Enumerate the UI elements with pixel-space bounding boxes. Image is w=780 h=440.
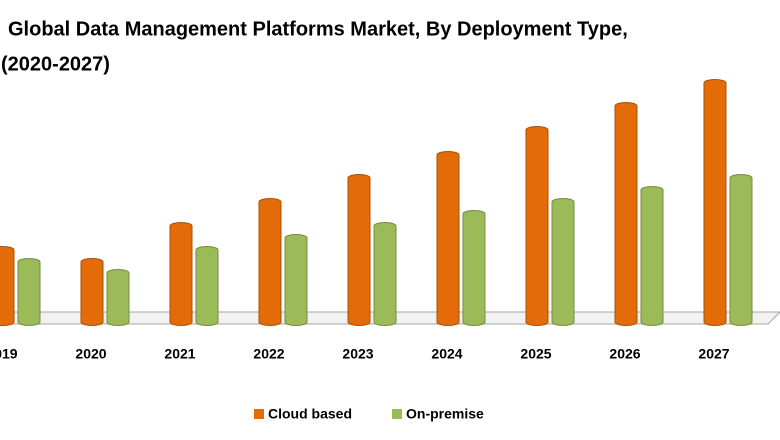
bar (106, 269, 130, 326)
legend-label: On-premise (406, 406, 484, 422)
bar (169, 222, 193, 326)
chart-subtitle: (2020-2027) (1, 53, 110, 75)
chart-title: Global Data Management Platforms Market,… (8, 18, 628, 40)
x-tick-label: 2021 (164, 346, 195, 362)
x-tick-label: 2020 (75, 346, 106, 362)
bar (551, 198, 575, 326)
bar (17, 258, 41, 326)
bar (640, 186, 664, 326)
x-tick-label: 2026 (609, 346, 640, 362)
bar (258, 198, 282, 326)
x-tick-label: 2019 (0, 346, 18, 362)
x-tick-label: 2023 (342, 346, 373, 362)
bar (436, 151, 460, 326)
x-tick-label: 2027 (698, 346, 729, 362)
bar (525, 126, 549, 326)
legend-swatch (254, 409, 264, 419)
legend-label: Cloud based (268, 406, 352, 422)
bar (373, 222, 397, 326)
bar (80, 258, 104, 326)
bar (703, 79, 727, 326)
bar (284, 234, 308, 326)
x-tick-label: 2024 (431, 346, 462, 362)
legend-swatch (392, 409, 402, 419)
bar (462, 210, 486, 326)
bar (0, 246, 15, 326)
x-tick-label: 2025 (520, 346, 551, 362)
bar (729, 174, 753, 326)
bar (347, 174, 371, 326)
bar (195, 246, 219, 326)
bar (614, 102, 638, 326)
x-tick-label: 2022 (253, 346, 284, 362)
